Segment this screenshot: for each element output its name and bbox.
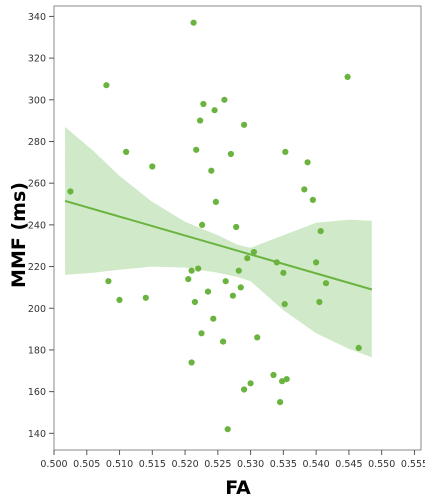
x-tick-label: 0.510 [106, 459, 133, 470]
y-tick-label: 140 [28, 429, 46, 440]
data-point [103, 82, 110, 89]
y-tick-label: 160 [28, 387, 46, 398]
data-point [199, 221, 206, 228]
data-point [237, 284, 244, 291]
y-tick-label: 280 [28, 137, 46, 148]
x-tick-label: 0.520 [171, 459, 198, 470]
data-point [235, 267, 242, 274]
data-point [123, 148, 130, 155]
data-point [193, 146, 200, 153]
x-tick-label: 0.545 [335, 459, 362, 470]
data-point [190, 19, 197, 26]
data-point [309, 196, 316, 203]
data-point [208, 167, 215, 174]
data-point [227, 150, 234, 158]
y-tick-label: 300 [28, 95, 46, 106]
data-point [116, 296, 123, 303]
data-point [317, 228, 324, 235]
y-tick-label: 180 [28, 345, 46, 356]
x-tick-label: 0.535 [270, 459, 297, 470]
data-point [149, 163, 156, 170]
data-point [283, 376, 290, 383]
regression-line [64, 199, 373, 291]
y-tick-label: 240 [28, 220, 46, 231]
x-tick-label: 0.500 [40, 459, 67, 470]
x-tick-label: 0.515 [139, 459, 166, 470]
data-point [185, 276, 192, 283]
y-tick-label: 260 [28, 179, 46, 190]
data-point [200, 100, 207, 108]
data-point [224, 426, 231, 433]
x-tick-label: 0.505 [73, 459, 100, 470]
data-point [197, 117, 204, 124]
y-axis-title: MMF (ms) [8, 182, 30, 288]
x-tick-label: 0.530 [237, 459, 264, 470]
data-point [254, 334, 261, 341]
x-axis: 0.500 0.505 0.510 0.515 0.520 0.525 0.530 0.535… [40, 450, 425, 470]
data-point [247, 380, 254, 387]
regression-line-layer [64, 199, 373, 291]
data-point [280, 269, 287, 276]
data-point [282, 148, 289, 155]
data-point [105, 278, 112, 285]
data-point [355, 344, 362, 351]
data-point [313, 259, 320, 266]
x-axis-title: FA [225, 477, 251, 499]
data-point [220, 338, 227, 345]
data-point [322, 280, 330, 287]
data-point [222, 278, 229, 285]
y-tick-label: 320 [28, 54, 46, 65]
data-point [188, 359, 195, 366]
confidence-band [65, 126, 372, 358]
data-point [273, 259, 280, 266]
data-point [250, 248, 257, 256]
x-tick-label: 0.555 [401, 459, 425, 470]
data-point [301, 186, 308, 193]
data-point [211, 107, 218, 114]
data-point [212, 198, 219, 205]
data-point [344, 73, 351, 80]
data-point [316, 298, 323, 306]
data-point [195, 265, 202, 272]
data-point [191, 298, 198, 306]
data-point [270, 371, 277, 379]
data-point [221, 96, 228, 103]
data-point [204, 288, 212, 295]
y-tick-label: 200 [28, 304, 46, 315]
data-point [241, 121, 248, 128]
data-point [304, 159, 311, 166]
data-point [229, 292, 236, 299]
data-point [210, 315, 217, 322]
data-point [244, 255, 251, 262]
data-point [67, 188, 74, 195]
data-point [277, 399, 284, 406]
x-tick-label: 0.550 [368, 459, 395, 470]
data-point [241, 386, 248, 393]
x-tick-label: 0.540 [303, 459, 330, 470]
confidence-band-layer [65, 126, 372, 358]
data-point [188, 267, 195, 274]
y-tick-label: 220 [28, 262, 46, 273]
y-axis: 140 160 180 200 220 240 260 280 300 320 340 [28, 12, 54, 440]
plot-frame [53, 5, 422, 451]
data-points-layer [67, 19, 362, 433]
x-tick-label: 0.525 [204, 459, 231, 470]
data-point [142, 294, 149, 301]
data-point [281, 301, 288, 308]
y-tick-label: 340 [28, 12, 46, 23]
data-point [233, 223, 240, 231]
data-point [198, 330, 205, 337]
